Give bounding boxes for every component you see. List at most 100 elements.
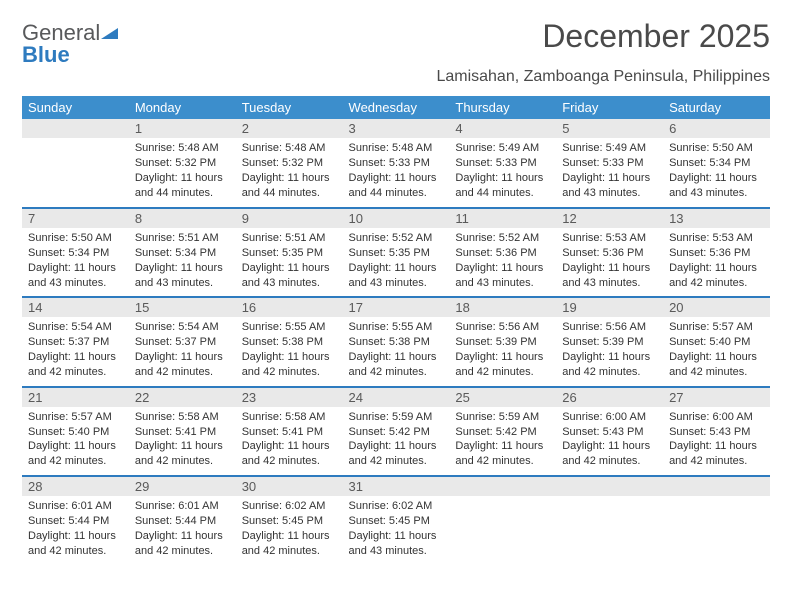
day-number: 31 [343, 475, 450, 496]
daylight-text: Daylight: 11 hours and 42 minutes. [455, 439, 550, 469]
day-number: 27 [663, 386, 770, 407]
sunrise-text: Sunrise: 5:48 AM [349, 141, 444, 156]
day-number [449, 475, 556, 496]
day-details: Sunrise: 5:52 AMSunset: 5:36 PMDaylight:… [449, 228, 556, 296]
sunrise-text: Sunrise: 5:50 AM [669, 141, 764, 156]
sunrise-text: Sunrise: 5:54 AM [28, 320, 123, 335]
day-number: 7 [22, 207, 129, 228]
day-number: 5 [556, 119, 663, 138]
day-details: Sunrise: 5:55 AMSunset: 5:38 PMDaylight:… [236, 317, 343, 385]
calendar-cell [663, 475, 770, 564]
day-number: 21 [22, 386, 129, 407]
sunset-text: Sunset: 5:37 PM [135, 335, 230, 350]
sunset-text: Sunset: 5:35 PM [242, 246, 337, 261]
calendar-cell: 5Sunrise: 5:49 AMSunset: 5:33 PMDaylight… [556, 119, 663, 207]
calendar-cell: 2Sunrise: 5:48 AMSunset: 5:32 PMDaylight… [236, 119, 343, 207]
day-details: Sunrise: 5:48 AMSunset: 5:32 PMDaylight:… [129, 138, 236, 206]
day-number: 8 [129, 207, 236, 228]
calendar-cell [22, 119, 129, 207]
daylight-text: Daylight: 11 hours and 43 minutes. [669, 171, 764, 201]
location-subtitle: Lamisahan, Zamboanga Peninsula, Philippi… [22, 68, 770, 86]
daylight-text: Daylight: 11 hours and 43 minutes. [455, 261, 550, 291]
daylight-text: Daylight: 11 hours and 44 minutes. [242, 171, 337, 201]
day-details: Sunrise: 5:49 AMSunset: 5:33 PMDaylight:… [449, 138, 556, 206]
sunset-text: Sunset: 5:38 PM [242, 335, 337, 350]
calendar-week: 14Sunrise: 5:54 AMSunset: 5:37 PMDayligh… [22, 296, 770, 385]
header: General Blue December 2025 [22, 18, 770, 66]
sunset-text: Sunset: 5:44 PM [135, 514, 230, 529]
sunrise-text: Sunrise: 5:58 AM [135, 410, 230, 425]
sunset-text: Sunset: 5:36 PM [669, 246, 764, 261]
day-number: 25 [449, 386, 556, 407]
daylight-text: Daylight: 11 hours and 42 minutes. [669, 350, 764, 380]
sunrise-text: Sunrise: 5:55 AM [242, 320, 337, 335]
sunrise-text: Sunrise: 5:55 AM [349, 320, 444, 335]
day-number: 6 [663, 119, 770, 138]
sunset-text: Sunset: 5:32 PM [135, 156, 230, 171]
sunset-text: Sunset: 5:39 PM [455, 335, 550, 350]
sunset-text: Sunset: 5:37 PM [28, 335, 123, 350]
day-number: 24 [343, 386, 450, 407]
sunrise-text: Sunrise: 6:02 AM [242, 499, 337, 514]
sunrise-text: Sunrise: 5:49 AM [562, 141, 657, 156]
logo-word2: Blue [22, 44, 119, 66]
page-title: December 2025 [542, 18, 770, 55]
day-number: 28 [22, 475, 129, 496]
calendar-cell: 13Sunrise: 5:53 AMSunset: 5:36 PMDayligh… [663, 207, 770, 296]
calendar-cell: 7Sunrise: 5:50 AMSunset: 5:34 PMDaylight… [22, 207, 129, 296]
sunrise-text: Sunrise: 5:52 AM [349, 231, 444, 246]
day-number: 22 [129, 386, 236, 407]
day-details: Sunrise: 5:58 AMSunset: 5:41 PMDaylight:… [236, 407, 343, 475]
calendar-cell: 11Sunrise: 5:52 AMSunset: 5:36 PMDayligh… [449, 207, 556, 296]
sunset-text: Sunset: 5:36 PM [455, 246, 550, 261]
daylight-text: Daylight: 11 hours and 42 minutes. [28, 529, 123, 559]
sunset-text: Sunset: 5:41 PM [135, 425, 230, 440]
sunrise-text: Sunrise: 5:56 AM [562, 320, 657, 335]
day-number [663, 475, 770, 496]
sunrise-text: Sunrise: 5:56 AM [455, 320, 550, 335]
daylight-text: Daylight: 11 hours and 44 minutes. [135, 171, 230, 201]
calendar-cell: 22 Sunrise: 5:58 AMSunset: 5:41 PMDayligh… [129, 386, 236, 475]
day-number: 17 [343, 296, 450, 317]
day-details: Sunrise: 5:51 AMSunset: 5:35 PMDaylight:… [236, 228, 343, 296]
calendar-cell: 1Sunrise: 5:48 AMSunset: 5:32 PMDaylight… [129, 119, 236, 207]
calendar-week: 28Sunrise: 6:01 AMSunset: 5:44 PMDayligh… [22, 475, 770, 564]
sunrise-text: Sunrise: 5:49 AM [455, 141, 550, 156]
day-details: Sunrise: 5:48 AMSunset: 5:33 PMDaylight:… [343, 138, 450, 206]
day-number [556, 475, 663, 496]
day-details: Sunrise: 5:50 AMSunset: 5:34 PMDaylight:… [22, 228, 129, 296]
daylight-text: Daylight: 11 hours and 42 minutes. [242, 350, 337, 380]
sunset-text: Sunset: 5:33 PM [455, 156, 550, 171]
day-details: Sunrise: 6:01 AMSunset: 5:44 PMDaylight:… [129, 496, 236, 564]
sunset-text: Sunset: 5:34 PM [28, 246, 123, 261]
daylight-text: Daylight: 11 hours and 42 minutes. [349, 439, 444, 469]
calendar-cell: 28Sunrise: 6:01 AMSunset: 5:44 PMDayligh… [22, 475, 129, 564]
logo-triangle-icon [101, 22, 119, 44]
sunset-text: Sunset: 5:40 PM [669, 335, 764, 350]
day-details: Sunrise: 5:54 AMSunset: 5:37 PMDaylight:… [22, 317, 129, 385]
sunset-text: Sunset: 5:34 PM [669, 156, 764, 171]
daylight-text: Daylight: 11 hours and 42 minutes. [455, 350, 550, 380]
sunset-text: Sunset: 5:41 PM [242, 425, 337, 440]
day-number: 10 [343, 207, 450, 228]
daylight-text: Daylight: 11 hours and 42 minutes. [669, 261, 764, 291]
sunrise-text: Sunrise: 5:59 AM [455, 410, 550, 425]
day-details: Sunrise: 5:55 AMSunset: 5:38 PMDaylight:… [343, 317, 450, 385]
calendar-cell: 25Sunrise: 5:59 AMSunset: 5:42 PMDayligh… [449, 386, 556, 475]
day-details: Sunrise: 5:56 AMSunset: 5:39 PMDaylight:… [449, 317, 556, 385]
daylight-text: Daylight: 11 hours and 43 minutes. [28, 261, 123, 291]
daylight-text: Daylight: 11 hours and 42 minutes. [28, 350, 123, 380]
sunset-text: Sunset: 5:44 PM [28, 514, 123, 529]
day-number: 15 [129, 296, 236, 317]
day-details: Sunrise: 5:56 AMSunset: 5:39 PMDaylight:… [556, 317, 663, 385]
daylight-text: Daylight: 11 hours and 42 minutes. [135, 439, 230, 469]
day-details: Sunrise: 5:53 AMSunset: 5:36 PMDaylight:… [556, 228, 663, 296]
sunrise-text: Sunrise: 5:53 AM [562, 231, 657, 246]
daylight-text: Daylight: 11 hours and 42 minutes. [562, 439, 657, 469]
sunrise-text: Sunrise: 5:53 AM [669, 231, 764, 246]
calendar-cell: 8Sunrise: 5:51 AMSunset: 5:34 PMDaylight… [129, 207, 236, 296]
day-number: 3 [343, 119, 450, 138]
day-number: 1 [129, 119, 236, 138]
day-details: Sunrise: 6:00 AMSunset: 5:43 PMDaylight:… [663, 407, 770, 475]
calendar-cell: 10Sunrise: 5:52 AMSunset: 5:35 PMDayligh… [343, 207, 450, 296]
